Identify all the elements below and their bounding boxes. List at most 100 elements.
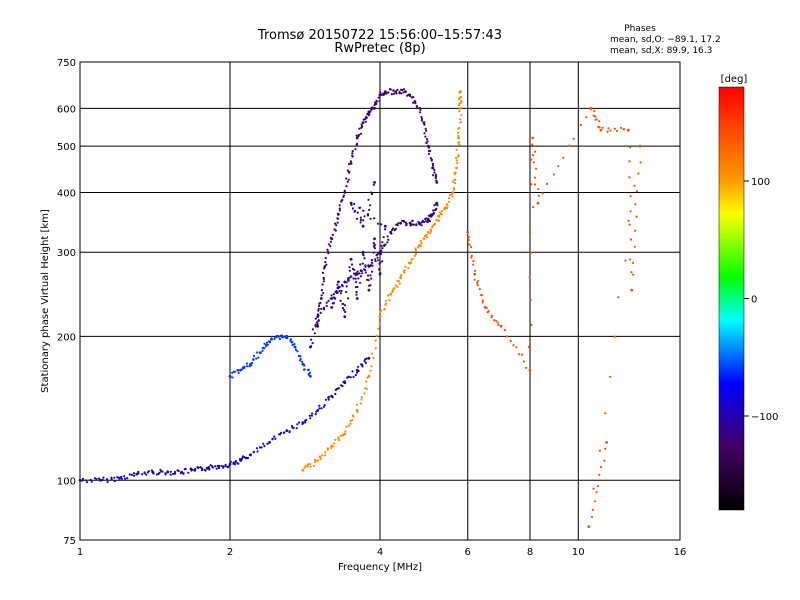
data-point <box>330 306 334 309</box>
data-point <box>200 469 204 472</box>
data-point <box>534 150 537 153</box>
phases-x-line: mean, sd,X: 89.9, 16.3 <box>610 46 712 56</box>
data-point <box>228 462 232 466</box>
data-point <box>309 417 312 420</box>
data-point <box>327 252 330 255</box>
data-point <box>452 187 456 190</box>
data-point <box>533 183 537 186</box>
data-point <box>354 374 357 377</box>
data-point <box>386 235 389 238</box>
data-point <box>343 304 347 307</box>
data-point <box>430 158 433 161</box>
data-point <box>411 257 414 260</box>
data-point <box>334 222 337 225</box>
data-point <box>454 171 457 174</box>
x-tick-labels: 1 2 4 6 8 10 16 <box>77 547 687 558</box>
data-point <box>591 508 594 511</box>
data-point <box>432 166 435 169</box>
data-point <box>423 235 427 238</box>
data-point <box>367 288 371 292</box>
data-point <box>324 454 327 457</box>
data-point <box>353 210 356 213</box>
data-point <box>478 288 481 291</box>
data-point <box>633 245 636 248</box>
data-point <box>429 228 432 231</box>
data-point <box>294 346 297 349</box>
data-point <box>294 348 298 351</box>
data-point <box>367 374 371 378</box>
data-point <box>355 290 358 294</box>
data-point <box>166 470 169 473</box>
data-point <box>237 371 240 374</box>
data-point <box>629 195 632 198</box>
data-point <box>369 284 372 287</box>
data-point <box>536 201 540 205</box>
data-point <box>458 141 461 144</box>
data-point <box>426 236 429 239</box>
data-point <box>101 478 104 482</box>
data-point <box>458 102 461 105</box>
data-point <box>141 473 144 476</box>
data-point <box>381 247 384 250</box>
data-point <box>250 364 253 367</box>
data-point <box>353 202 356 206</box>
data-point <box>296 423 299 426</box>
data-point <box>411 219 414 222</box>
data-point <box>532 206 535 209</box>
data-point <box>427 152 430 155</box>
data-point <box>155 473 158 476</box>
data-point <box>237 462 240 465</box>
data-point <box>424 135 427 138</box>
data-point <box>322 276 325 280</box>
data-point <box>204 469 207 472</box>
data-point <box>355 280 358 284</box>
data-point <box>521 353 524 356</box>
data-point <box>396 224 399 227</box>
data-point <box>557 165 560 168</box>
data-point <box>304 465 307 468</box>
data-point <box>232 370 235 373</box>
data-point <box>620 126 623 129</box>
data-point <box>350 203 353 207</box>
data-point <box>459 90 462 94</box>
data-point <box>420 242 423 245</box>
data-point <box>630 271 633 274</box>
data-point <box>324 261 327 264</box>
data-point <box>613 127 617 130</box>
data-point <box>388 299 391 302</box>
data-point <box>308 462 311 466</box>
data-point <box>347 297 350 300</box>
data-point <box>217 464 221 468</box>
data-point <box>369 204 372 207</box>
data-point <box>627 219 630 222</box>
data-point <box>403 271 406 274</box>
data-point <box>531 154 535 157</box>
data-point <box>537 194 540 197</box>
data-point <box>147 470 150 473</box>
data-point <box>270 338 273 341</box>
data-point <box>283 335 286 338</box>
data-point <box>349 419 352 423</box>
data-point <box>380 249 383 252</box>
data-point <box>383 90 387 94</box>
x-tick-label: 2 <box>227 547 233 558</box>
data-point <box>338 439 341 442</box>
data-point <box>325 304 328 308</box>
data-point <box>380 93 383 96</box>
data-point <box>432 211 435 215</box>
data-point <box>355 217 359 220</box>
data-point <box>313 332 316 335</box>
data-point <box>320 294 323 297</box>
data-point <box>126 477 129 480</box>
data-point <box>361 365 364 368</box>
y-tick-label: 200 <box>57 332 76 343</box>
data-point <box>495 319 498 322</box>
data-point <box>338 207 341 210</box>
data-point <box>176 469 179 472</box>
data-point <box>363 215 366 218</box>
data-point <box>301 360 304 363</box>
data-point <box>357 277 360 280</box>
data-point <box>453 178 456 182</box>
data-point <box>348 266 351 269</box>
